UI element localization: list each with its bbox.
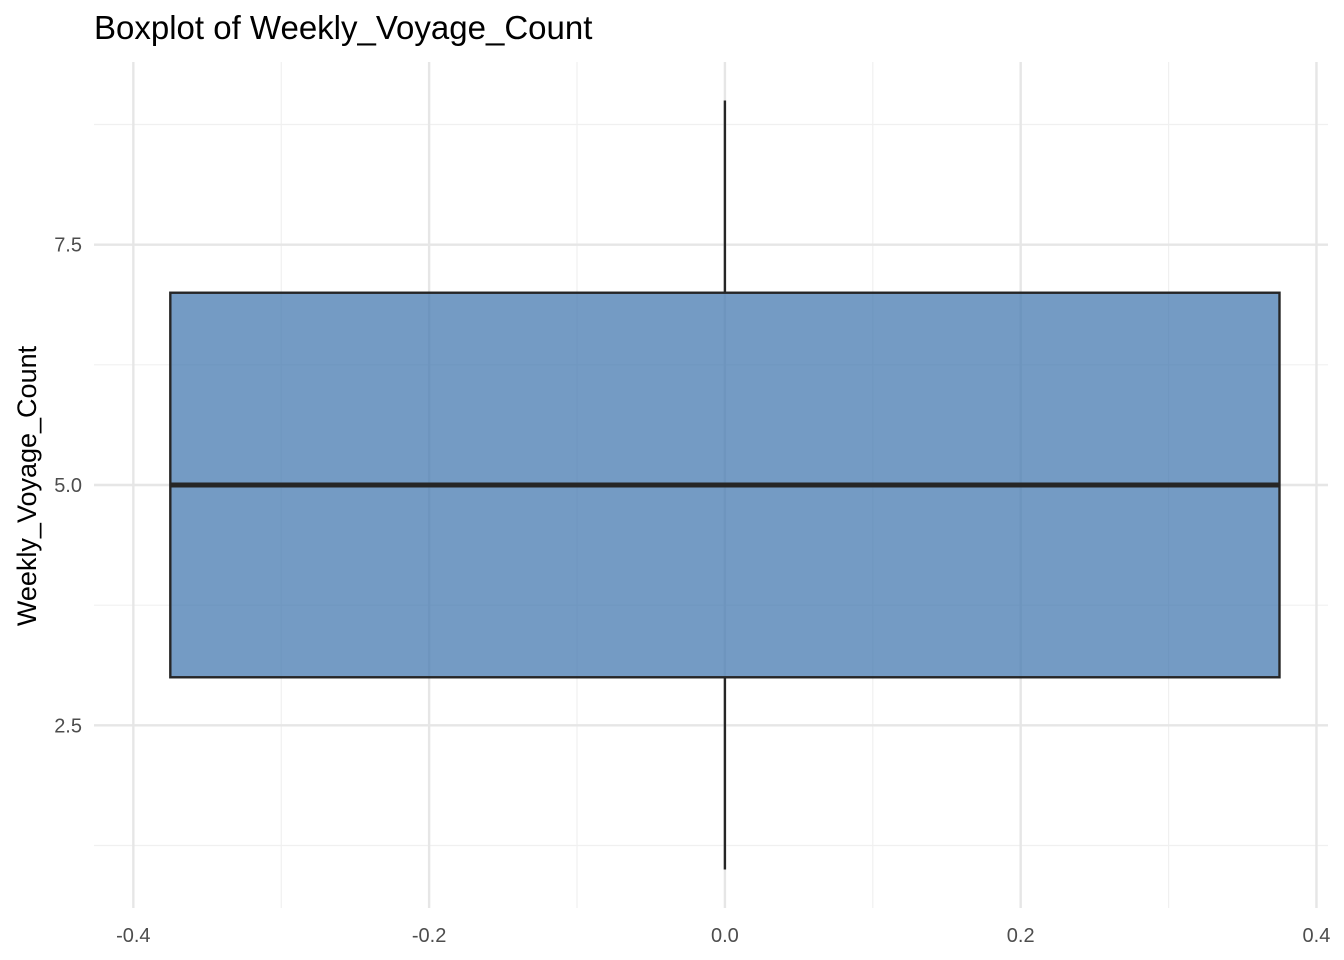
y-axis-label: Weekly_Voyage_Count bbox=[12, 345, 42, 626]
box-plot bbox=[169, 100, 1281, 870]
x-tick-label: -0.2 bbox=[412, 925, 446, 947]
x-tick-label: 0.0 bbox=[711, 925, 739, 947]
x-tick-label: 0.2 bbox=[1007, 925, 1035, 947]
x-tick-label: -0.4 bbox=[116, 925, 150, 947]
y-tick-label: 7.5 bbox=[54, 235, 82, 257]
y-tick-label: 2.5 bbox=[54, 715, 82, 737]
x-tick-label: 0.4 bbox=[1303, 925, 1331, 947]
x-axis-ticks: -0.4 -0.2 0.0 0.2 0.4 bbox=[116, 925, 1330, 947]
y-tick-label: 5.0 bbox=[54, 475, 82, 497]
chart-title: Boxplot of Weekly_Voyage_Count bbox=[94, 9, 592, 46]
y-axis-ticks: 2.5 5.0 7.5 bbox=[54, 235, 82, 738]
